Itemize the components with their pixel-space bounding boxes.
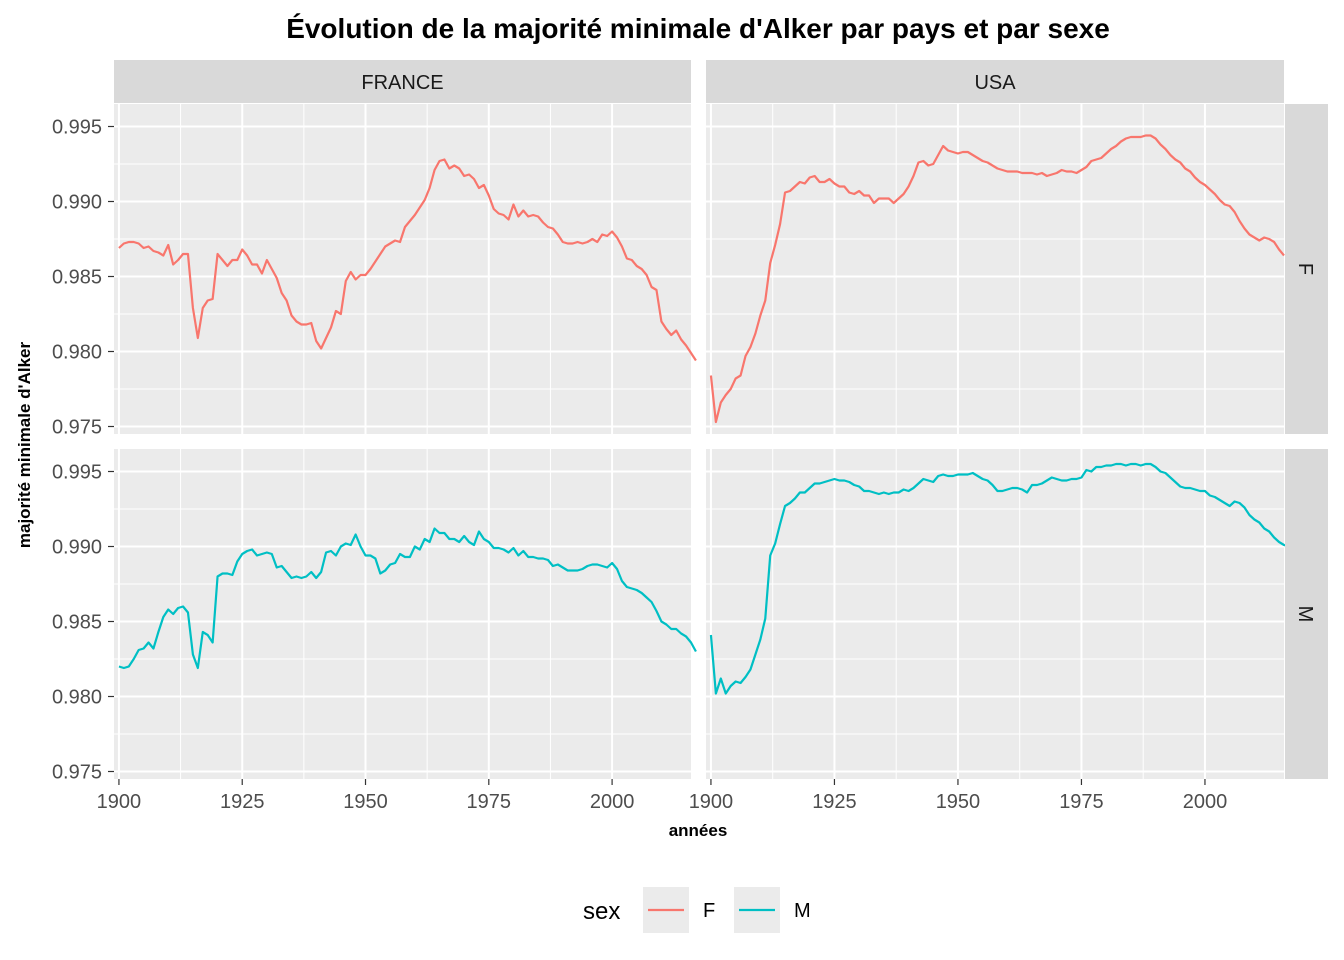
y-tick-label: 0.985: [52, 267, 102, 289]
panel-background: [706, 449, 1284, 779]
strip-label-f: F: [1294, 263, 1316, 275]
y-tick-label: 0.995: [52, 117, 102, 139]
panel-usa-f: [706, 104, 1284, 434]
panel-france-f: [114, 104, 691, 434]
y-tick-label: 0.985: [52, 612, 102, 634]
strip-row-f: [1285, 104, 1328, 434]
y-tick-label: 0.990: [52, 192, 102, 214]
facet-strips: FRANCE USA F M: [114, 60, 1328, 779]
panel-usa-m: [706, 449, 1284, 779]
x-tick-label: 2000: [590, 791, 635, 813]
y-tick-label: 0.995: [52, 462, 102, 484]
x-tick-label: 2000: [1183, 791, 1228, 813]
x-tick-label: 1900: [97, 791, 142, 813]
panels: [114, 104, 1290, 779]
chart-title: Évolution de la majorité minimale d'Alke…: [286, 13, 1110, 44]
strip-france: [114, 60, 691, 103]
x-tick-label: 1975: [1059, 791, 1104, 813]
series-line-france-m: [118, 527, 697, 670]
panel-background: [114, 104, 691, 434]
panel-france-m: [114, 449, 691, 779]
legend-title: sex: [583, 898, 620, 925]
y-tick-label: 0.980: [52, 342, 102, 364]
legend-label-m: M: [794, 900, 811, 922]
y-tick-label: 0.980: [52, 687, 102, 709]
y-axis-title: majorité minimale d'Alker: [15, 342, 34, 549]
x-tick-label: 1975: [467, 791, 512, 813]
panel-background: [706, 104, 1284, 434]
strip-row-m: [1285, 449, 1328, 779]
strip-label-usa: USA: [974, 72, 1016, 94]
x-tick-label: 1900: [689, 791, 734, 813]
series-line-france-f: [118, 158, 697, 362]
axis-ticks: 0.975 0.980 0.985 0.990 0.995 0.975 0.980 0.985…: [52, 117, 1227, 814]
panel-background: [114, 449, 691, 779]
x-tick-label: 1950: [343, 791, 388, 813]
strip-label-m: M: [1294, 606, 1316, 623]
x-tick-label: 1925: [812, 791, 857, 813]
series-line-usa-m: [709, 462, 1290, 695]
y-tick-label: 0.975: [52, 762, 102, 784]
series-line-usa-f: [709, 134, 1285, 424]
legend: sex F M: [583, 887, 811, 933]
x-tick-label: 1950: [936, 791, 981, 813]
strip-usa: [706, 60, 1284, 103]
y-tick-label: 0.975: [52, 417, 102, 439]
strip-label-france: FRANCE: [361, 72, 443, 94]
y-tick-label: 0.990: [52, 537, 102, 559]
x-tick-label: 1925: [220, 791, 265, 813]
x-axis-title: années: [669, 821, 728, 840]
legend-label-f: F: [703, 900, 715, 922]
